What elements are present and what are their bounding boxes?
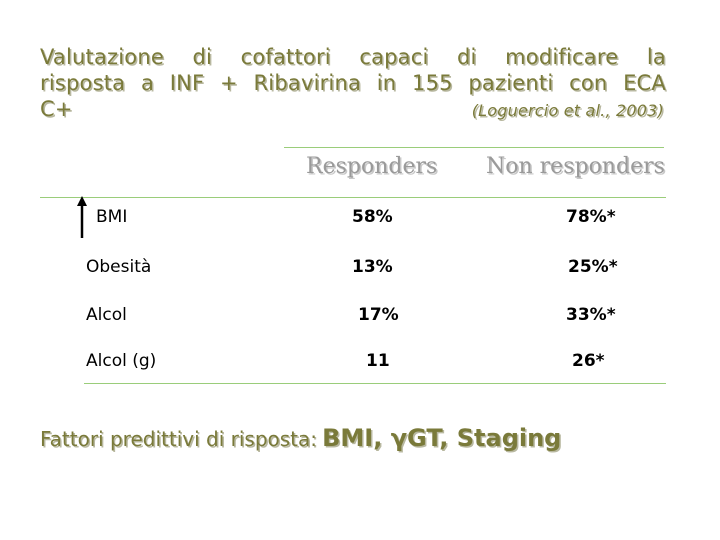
- title-word: di: [457, 45, 477, 69]
- title-line-2: risposta a INF + Ribavirina in 155 pazie…: [40, 70, 666, 96]
- cell-obesita-non-responders: 25%*: [568, 257, 618, 277]
- cell-alcol-g-non-responders: 26*: [572, 351, 605, 371]
- cell-alcol-responders: 17%: [358, 305, 399, 325]
- cell-alcol-non-responders: 33%*: [566, 305, 616, 325]
- header-top-rule: [284, 147, 664, 148]
- title-word: Valutazione: [40, 45, 164, 69]
- slide-title: Valutazione di cofattori capaci di modif…: [40, 44, 666, 124]
- row-label-alcol: Alcol: [86, 305, 127, 325]
- table-bottom-rule: [84, 383, 666, 384]
- title-word: modificare: [505, 45, 619, 69]
- predictive-factors-lead: Fattori predittivi di risposta:: [40, 427, 318, 451]
- title-word: 155: [412, 71, 453, 95]
- predictive-factors-list: BMI, γGT, Staging: [322, 424, 562, 452]
- cell-alcol-g-responders: 11: [366, 351, 390, 371]
- title-word: pazienti: [468, 71, 554, 95]
- citation: (Loguercio et al., 2003): [471, 101, 664, 120]
- title-word: a: [140, 71, 155, 95]
- title-word: di: [192, 45, 213, 69]
- title-word: capaci: [359, 45, 429, 69]
- row-label-obesita: Obesità: [86, 257, 152, 277]
- title-word: Ribavirina: [253, 71, 362, 95]
- title-word: risposta: [40, 71, 126, 95]
- row-label-alcol-g: Alcol (g): [86, 351, 157, 371]
- predictive-factors-note: Fattori predittivi di risposta: BMI, γGT…: [40, 424, 561, 452]
- row-label-bmi: BMI: [96, 207, 128, 227]
- title-word: con: [569, 71, 608, 95]
- title-word: ECA: [623, 71, 666, 95]
- title-word: INF: [169, 71, 205, 95]
- cell-bmi-non-responders: 78%*: [566, 207, 616, 227]
- column-header-non-responders: Non responders: [486, 154, 665, 179]
- cell-obesita-responders: 13%: [352, 257, 393, 277]
- title-word: +: [220, 71, 238, 95]
- title-line-1: Valutazione di cofattori capaci di modif…: [40, 44, 666, 70]
- title-word: la: [646, 45, 666, 69]
- column-header-responders: Responders: [306, 154, 438, 179]
- title-line-3: C+ (Loguercio et al., 2003): [40, 96, 666, 124]
- title-word: C+: [40, 97, 73, 121]
- title-word: in: [376, 71, 397, 95]
- cell-bmi-responders: 58%: [352, 207, 393, 227]
- header-bottom-rule: [40, 197, 666, 198]
- up-arrow-icon: [77, 196, 87, 238]
- title-word: cofattori: [240, 45, 331, 69]
